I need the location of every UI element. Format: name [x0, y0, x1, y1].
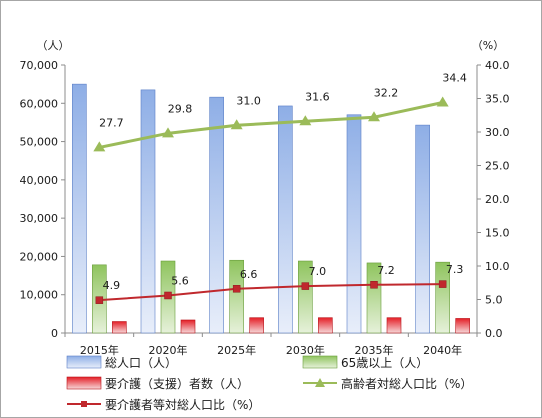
left-axis-tick-label: 0 [51, 327, 58, 340]
care-ratio-data-label: 7.2 [377, 264, 395, 277]
care-recipients-bar [386, 317, 402, 334]
age65-plus-bar [366, 262, 382, 334]
legend-total-population-label: 総人口（人） [105, 356, 177, 370]
elderly-ratio-line [99, 101, 443, 149]
right-axis-tick-label: 25.0 [485, 160, 510, 173]
elderly-ratio-point [368, 111, 380, 122]
elderly-ratio-data-label: 32.2 [374, 86, 399, 99]
total-population-bar [415, 124, 430, 334]
legend-care-recipients-label: 要介護（支援）者数（人） [105, 376, 249, 391]
left-axis-tick-label: 10,000 [20, 289, 59, 302]
right-axis-tick-label: 30.0 [485, 126, 510, 139]
right-axis-tick-label: 10.0 [485, 260, 510, 273]
x-axis-category-label: 2030年 [286, 343, 325, 357]
right-axis-tick-label: 15.0 [485, 227, 510, 240]
legend-elderly-ratio-swatch-marker [315, 378, 325, 387]
age65-plus-bar [229, 259, 244, 334]
care-ratio-point [232, 285, 241, 293]
elderly-ratio-data-label: 29.8 [168, 102, 193, 115]
right-axis-tick-label: 35.0 [485, 93, 510, 106]
x-axis-category-label: 2035年 [355, 343, 394, 357]
x-axis-category-label: 2040年 [423, 343, 462, 357]
care-recipients-bar [455, 318, 470, 334]
right-axis-tick-label: 5.0 [485, 294, 503, 307]
elderly-ratio-point [93, 141, 106, 152]
elderly-ratio-point [230, 119, 243, 130]
right-axis-tick-label: 20.0 [485, 193, 510, 206]
legend-elderly-ratio-label: 高齢者対総人口比（%） [341, 376, 472, 391]
elderly-ratio-point [162, 127, 174, 138]
total-population-bar [278, 105, 293, 334]
care-ratio-point [301, 282, 310, 290]
x-axis-category-label: 2025年 [217, 343, 256, 357]
right-axis-tick-label: 0.0 [485, 327, 503, 340]
care-ratio-data-label: 7.3 [446, 263, 464, 276]
total-population-bar [72, 83, 87, 334]
care-ratio-point [370, 281, 378, 289]
left-axis-tick-label: 30,000 [20, 212, 59, 225]
left-axis-tick-label: 40,000 [20, 174, 59, 187]
legend-age65-plus-swatch [302, 355, 338, 369]
legend-care-ratio-label: 要介護者等対総人口比（%） [105, 397, 260, 412]
left-axis-unit: （人） [37, 39, 70, 52]
care-ratio-line [99, 283, 443, 302]
legend-total-population-swatch [66, 355, 102, 369]
elderly-ratio-data-label: 31.0 [236, 94, 261, 107]
legend-care-ratio-swatch-marker [81, 401, 87, 407]
elderly-ratio-point [299, 115, 312, 126]
care-ratio-data-label: 6.6 [240, 268, 258, 281]
age65-plus-bar [435, 261, 450, 334]
age65-plus-bar [298, 260, 313, 334]
care-recipients-bar [318, 317, 333, 334]
legend-care-recipients-swatch [66, 376, 102, 390]
total-population-bar [346, 114, 362, 334]
right-axis-unit: （%） [472, 39, 504, 52]
x-axis-category-label: 2015年 [80, 343, 119, 357]
left-axis-tick-label: 70,000 [20, 59, 59, 72]
total-population-bar [140, 89, 156, 334]
legend-age65-plus-label: 65歳以上（人） [341, 356, 428, 370]
care-recipients-bar [249, 317, 264, 334]
elderly-ratio-point [436, 96, 449, 107]
x-axis-category-label: 2020年 [149, 343, 188, 357]
elderly-ratio-data-label: 34.4 [442, 72, 467, 85]
care-ratio-point [95, 296, 104, 304]
care-ratio-data-label: 7.0 [309, 265, 327, 278]
care-recipients-bar [180, 319, 196, 334]
left-axis-tick-label: 50,000 [20, 136, 59, 149]
care-ratio-data-label: 4.9 [103, 279, 121, 292]
care-ratio-point [438, 280, 447, 288]
care-ratio-data-label: 5.6 [171, 274, 189, 287]
left-axis-tick-label: 60,000 [20, 97, 59, 110]
left-axis-tick-label: 20,000 [20, 250, 59, 263]
total-population-bar [209, 96, 224, 334]
elderly-ratio-data-label: 31.6 [305, 90, 330, 103]
right-axis-tick-label: 40.0 [485, 59, 510, 72]
care-ratio-point [164, 291, 172, 300]
care-recipients-bar [112, 321, 127, 334]
elderly-ratio-data-label: 27.7 [99, 116, 124, 129]
